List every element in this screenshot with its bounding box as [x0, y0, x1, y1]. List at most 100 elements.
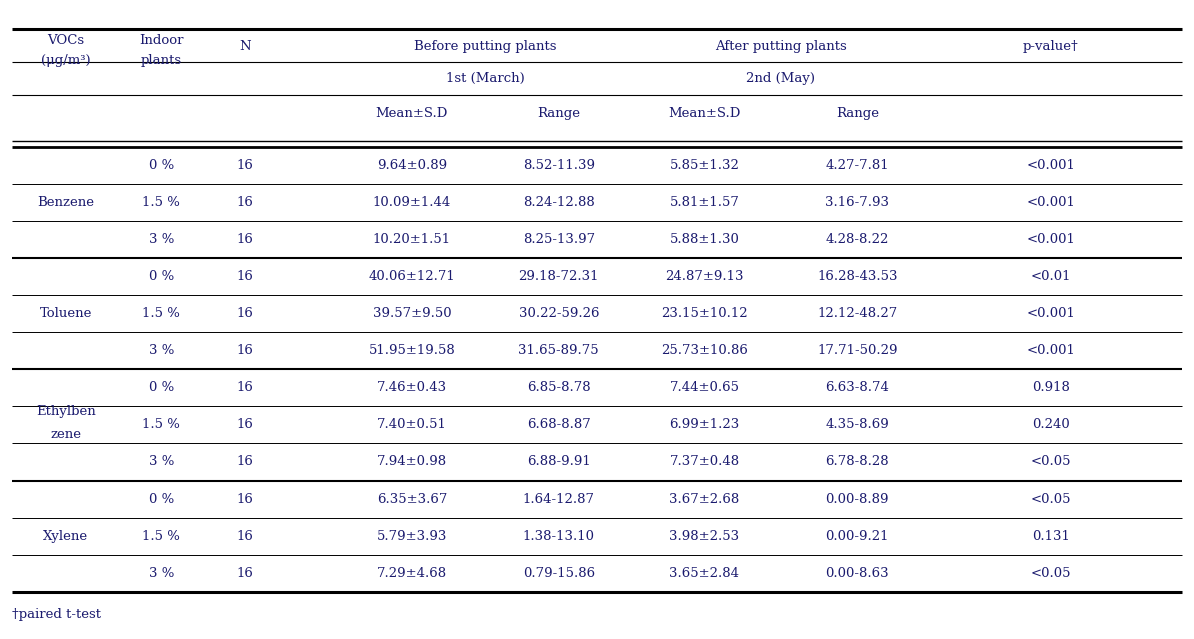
Text: 0 %: 0 %	[148, 159, 174, 172]
Text: Mean±S.D: Mean±S.D	[669, 107, 740, 120]
Text: 6.68-8.87: 6.68-8.87	[527, 419, 591, 431]
Text: 0.131: 0.131	[1032, 530, 1070, 543]
Text: 16: 16	[236, 307, 253, 320]
Text: 16: 16	[236, 270, 253, 283]
Text: 3 %: 3 %	[148, 456, 174, 468]
Text: 16: 16	[236, 530, 253, 543]
Text: (μg/m³): (μg/m³)	[41, 54, 91, 67]
Text: Ethylben: Ethylben	[36, 406, 96, 419]
Text: 1.5 %: 1.5 %	[142, 530, 180, 543]
Text: Mean±S.D: Mean±S.D	[376, 107, 448, 120]
Text: 16: 16	[236, 567, 253, 580]
Text: VOCs: VOCs	[47, 34, 85, 47]
Text: 0 %: 0 %	[148, 381, 174, 394]
Text: 24.87±9.13: 24.87±9.13	[665, 270, 744, 283]
Text: 7.94±0.98: 7.94±0.98	[377, 456, 447, 468]
Text: <0.05: <0.05	[1030, 493, 1071, 505]
Text: 3.65±2.84: 3.65±2.84	[670, 567, 739, 580]
Text: 7.37±0.48: 7.37±0.48	[670, 456, 739, 468]
Text: 16: 16	[236, 419, 253, 431]
Text: 6.99±1.23: 6.99±1.23	[670, 419, 739, 431]
Text: 0 %: 0 %	[148, 493, 174, 505]
Text: 5.85±1.32: 5.85±1.32	[670, 159, 739, 172]
Text: 3.67±2.68: 3.67±2.68	[670, 493, 739, 505]
Text: 0 %: 0 %	[148, 270, 174, 283]
Text: 3.16-7.93: 3.16-7.93	[825, 196, 890, 209]
Text: 1.5 %: 1.5 %	[142, 307, 180, 320]
Text: 7.40±0.51: 7.40±0.51	[377, 419, 447, 431]
Text: 0.00-8.89: 0.00-8.89	[825, 493, 890, 505]
Text: 23.15±10.12: 23.15±10.12	[661, 307, 747, 320]
Text: 51.95±19.58: 51.95±19.58	[369, 344, 455, 357]
Text: 6.85-8.78: 6.85-8.78	[527, 381, 591, 394]
Text: 7.44±0.65: 7.44±0.65	[670, 381, 739, 394]
Text: 5.79±3.93: 5.79±3.93	[377, 530, 447, 543]
Text: 0.918: 0.918	[1032, 381, 1070, 394]
Text: 3 %: 3 %	[148, 344, 174, 357]
Text: Xylene: Xylene	[43, 530, 88, 543]
Text: <0.05: <0.05	[1030, 567, 1071, 580]
Text: 4.35-8.69: 4.35-8.69	[825, 419, 890, 431]
Text: 29.18-72.31: 29.18-72.31	[518, 270, 599, 283]
Text: Indoor: Indoor	[139, 34, 184, 47]
Text: 0.79-15.86: 0.79-15.86	[523, 567, 595, 580]
Text: †paired t-test: †paired t-test	[12, 608, 101, 620]
Text: 2nd (May): 2nd (May)	[746, 72, 816, 85]
Text: <0.05: <0.05	[1030, 456, 1071, 468]
Text: p-value†: p-value†	[1023, 40, 1078, 53]
Text: 8.25-13.97: 8.25-13.97	[523, 233, 595, 246]
Text: Benzene: Benzene	[37, 196, 94, 209]
Text: Range: Range	[836, 107, 879, 120]
Text: 4.27-7.81: 4.27-7.81	[825, 159, 890, 172]
Text: 30.22-59.26: 30.22-59.26	[518, 307, 599, 320]
Text: <0.001: <0.001	[1027, 196, 1075, 209]
Text: 5.88±1.30: 5.88±1.30	[670, 233, 739, 246]
Text: 8.24-12.88: 8.24-12.88	[523, 196, 595, 209]
Text: 6.35±3.67: 6.35±3.67	[377, 493, 447, 505]
Text: <0.001: <0.001	[1027, 307, 1075, 320]
Text: 16: 16	[236, 196, 253, 209]
Text: zene: zene	[50, 428, 81, 441]
Text: Before putting plants: Before putting plants	[414, 40, 556, 53]
Text: 16.28-43.53: 16.28-43.53	[817, 270, 898, 283]
Text: 40.06±12.71: 40.06±12.71	[369, 270, 455, 283]
Text: <0.001: <0.001	[1027, 159, 1075, 172]
Text: 16: 16	[236, 381, 253, 394]
Text: 0.240: 0.240	[1032, 419, 1070, 431]
Text: <0.01: <0.01	[1030, 270, 1071, 283]
Text: 16: 16	[236, 344, 253, 357]
Text: 1.5 %: 1.5 %	[142, 196, 180, 209]
Text: <0.001: <0.001	[1027, 233, 1075, 246]
Text: 6.78-8.28: 6.78-8.28	[825, 456, 890, 468]
Text: 16: 16	[236, 233, 253, 246]
Text: 1.64-12.87: 1.64-12.87	[523, 493, 595, 505]
Text: <0.001: <0.001	[1027, 344, 1075, 357]
Text: After putting plants: After putting plants	[715, 40, 847, 53]
Text: 10.20±1.51: 10.20±1.51	[373, 233, 451, 246]
Text: 31.65-89.75: 31.65-89.75	[518, 344, 599, 357]
Text: 16: 16	[236, 456, 253, 468]
Text: 1.38-13.10: 1.38-13.10	[523, 530, 595, 543]
Text: 0.00-9.21: 0.00-9.21	[825, 530, 890, 543]
Text: 6.63-8.74: 6.63-8.74	[825, 381, 890, 394]
Text: 1.5 %: 1.5 %	[142, 419, 180, 431]
Text: 7.46±0.43: 7.46±0.43	[377, 381, 447, 394]
Text: 3 %: 3 %	[148, 567, 174, 580]
Text: 4.28-8.22: 4.28-8.22	[825, 233, 890, 246]
Text: 39.57±9.50: 39.57±9.50	[373, 307, 451, 320]
Text: plants: plants	[141, 54, 181, 67]
Text: 25.73±10.86: 25.73±10.86	[661, 344, 747, 357]
Text: 9.64±0.89: 9.64±0.89	[377, 159, 447, 172]
Text: 8.52-11.39: 8.52-11.39	[523, 159, 595, 172]
Text: 3 %: 3 %	[148, 233, 174, 246]
Text: 16: 16	[236, 159, 253, 172]
Text: 16: 16	[236, 493, 253, 505]
Text: Range: Range	[537, 107, 580, 120]
Text: 10.09±1.44: 10.09±1.44	[373, 196, 451, 209]
Text: 0.00-8.63: 0.00-8.63	[825, 567, 890, 580]
Text: 1st (March): 1st (March)	[447, 72, 524, 85]
Text: N: N	[239, 40, 251, 53]
Text: 7.29±4.68: 7.29±4.68	[377, 567, 447, 580]
Text: Toluene: Toluene	[39, 307, 92, 320]
Text: 17.71-50.29: 17.71-50.29	[817, 344, 898, 357]
